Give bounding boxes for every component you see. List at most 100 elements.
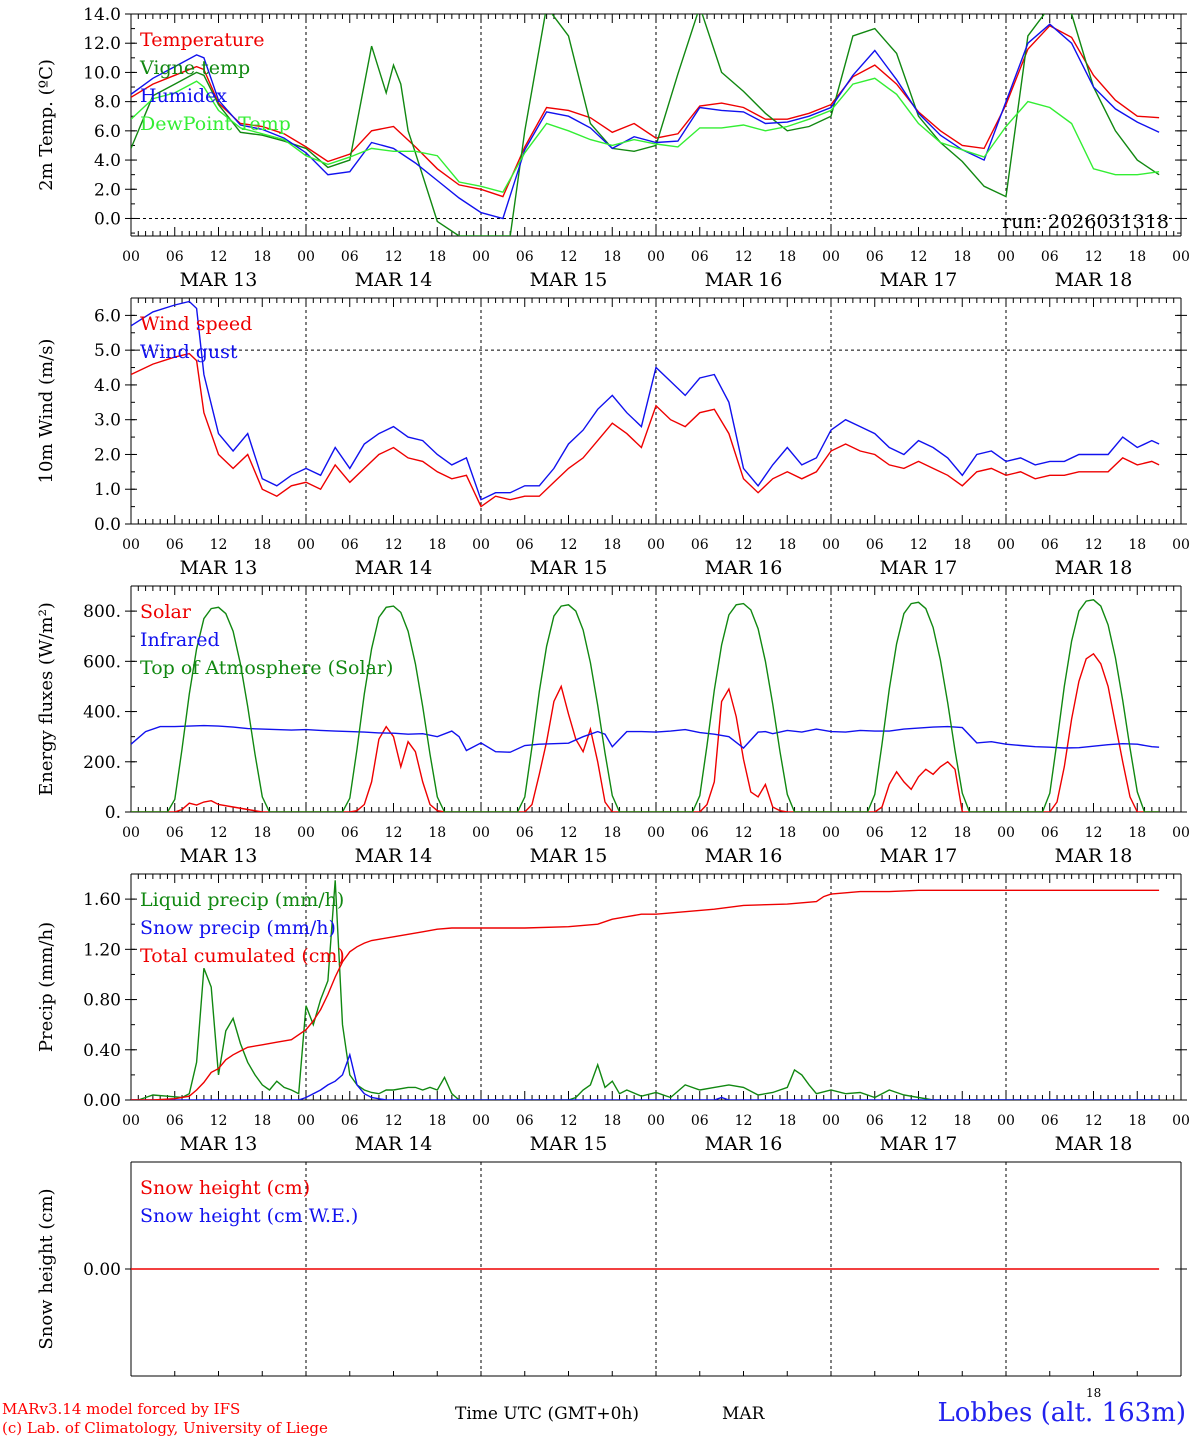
x-day-label: MAR 15 xyxy=(530,557,608,579)
series-line-temperature xyxy=(131,24,1160,198)
x-tick-label: 00 xyxy=(647,1389,665,1390)
y-tick-label: 200. xyxy=(83,753,121,773)
run-annotation: run: 2026031318 xyxy=(1002,211,1169,233)
x-tick-label: 00 xyxy=(122,825,140,841)
y-tick-label: 12.0 xyxy=(83,34,121,54)
x-tick-label: 00 xyxy=(647,249,665,265)
x-tick-label: 12 xyxy=(910,537,928,553)
x-day-label: MAR 15 xyxy=(530,1133,608,1155)
panel-wind xyxy=(125,297,1187,525)
x-tick-label: 06 xyxy=(1041,249,1059,265)
series-line-top-of-atmosphere-solar- xyxy=(131,599,1160,812)
y-tick-label: 0.40 xyxy=(83,1041,121,1061)
x-tick-label: 18 xyxy=(778,825,796,841)
x-tick-label: 18 xyxy=(428,249,446,265)
x-tick-label: 18 xyxy=(953,249,971,265)
month-label: MAR xyxy=(722,1404,765,1424)
x-tick-label: 06 xyxy=(516,1113,534,1129)
x-tick-label: 12 xyxy=(385,1389,403,1390)
x-tick-label: 06 xyxy=(691,1113,709,1129)
x-tick-label: 06 xyxy=(516,537,534,553)
x-tick-label: 06 xyxy=(691,249,709,265)
x-tick-label: 18 xyxy=(603,1389,621,1390)
x-tick-label: 18 xyxy=(953,1113,971,1129)
x-tick-label: 12 xyxy=(210,249,228,265)
x-tick-label: 00 xyxy=(472,249,490,265)
legend-dewpoint-temp: DewPoint Temp xyxy=(140,113,291,135)
x-tick-label: 06 xyxy=(866,1389,884,1390)
x-tick-label: 00 xyxy=(997,537,1015,553)
panel-precip xyxy=(125,873,1187,1101)
legend-snow-precip-mm-h-: Snow precip (mm/h) xyxy=(140,917,336,939)
x-day-label: MAR 17 xyxy=(880,557,958,579)
x-tick-label: 12 xyxy=(560,1389,578,1390)
series-line-vigne-temp xyxy=(131,14,1160,236)
x-tick-label: 18 xyxy=(253,1113,271,1129)
y-tick-label: 5.0 xyxy=(94,341,121,361)
x-tick-label: 00 xyxy=(822,537,840,553)
x-tick-label: 00 xyxy=(122,1389,140,1390)
y-tick-label: 14.0 xyxy=(83,5,121,25)
x-tick-label: 00 xyxy=(297,249,315,265)
x-tick-label: 06 xyxy=(341,1389,359,1390)
y-tick-label: 1.60 xyxy=(83,890,121,910)
x-tick-label: 00 xyxy=(472,1113,490,1129)
x-day-label: MAR 16 xyxy=(705,557,783,579)
x-tick-label: 18 xyxy=(253,825,271,841)
x-tick-label: 06 xyxy=(341,249,359,265)
x-day-label: MAR 16 xyxy=(705,1133,783,1155)
x-tick-label: 12 xyxy=(385,249,403,265)
y-tick-label: 0.80 xyxy=(83,991,121,1011)
x-tick-label: 12 xyxy=(385,537,403,553)
x-tick-label: 06 xyxy=(866,825,884,841)
x-tick-label: 18 xyxy=(253,249,271,265)
y-tick-label: 4.0 xyxy=(94,376,121,396)
y-tick-label: 4.0 xyxy=(94,151,121,171)
x-tick-label: 18 xyxy=(428,825,446,841)
x-tick-label: 12 xyxy=(560,825,578,841)
x-tick-label: 18 xyxy=(1128,249,1146,265)
x-tick-label: 00 xyxy=(297,1389,315,1390)
x-tick-label: 18 xyxy=(428,1389,446,1390)
x-tick-label: 12 xyxy=(1085,1389,1103,1390)
x-day-label: MAR 17 xyxy=(880,1133,958,1155)
y-tick-label: 3.0 xyxy=(94,411,121,431)
x-tick-label: 00 xyxy=(122,1113,140,1129)
series-line-dewpoint-temp xyxy=(131,77,1160,194)
y-axis-label: Precip (mm/h) xyxy=(36,922,57,1052)
x-tick-label: 06 xyxy=(166,1113,184,1129)
x-tick-label: 12 xyxy=(735,537,753,553)
y-tick-label: 0. xyxy=(105,803,121,823)
legend-snow-height-cm-: Snow height (cm) xyxy=(140,1177,310,1199)
legend-liquid-precip-mm-h-: Liquid precip (mm/h) xyxy=(140,889,344,911)
x-day-label: MAR 13 xyxy=(180,557,258,579)
x-tick-label: 18 xyxy=(603,825,621,841)
x-tick-label: 06 xyxy=(1041,1113,1059,1129)
panel-energy xyxy=(125,585,1187,813)
x-tick-label: 00 xyxy=(1172,1389,1190,1390)
x-tick-label: 12 xyxy=(560,1113,578,1129)
series-line-liquid-precip-mm-h- xyxy=(131,880,1160,1100)
x-tick-label: 06 xyxy=(1041,825,1059,841)
x-day-label: MAR 17 xyxy=(880,269,958,291)
x-tick-label: 18 xyxy=(1128,537,1146,553)
x-tick-label: 06 xyxy=(166,825,184,841)
x-tick-label: 00 xyxy=(822,1113,840,1129)
station-title: Lobbes (alt. 163m) xyxy=(937,1398,1186,1428)
x-tick-label: 06 xyxy=(866,537,884,553)
x-tick-label: 18 xyxy=(253,1389,271,1390)
x-tick-label: 12 xyxy=(210,825,228,841)
x-day-label: MAR 13 xyxy=(180,269,258,291)
x-tick-label: 00 xyxy=(1172,825,1190,841)
legend-humidex: Humidex xyxy=(140,85,227,107)
x-tick-label: 12 xyxy=(210,537,228,553)
y-tick-label: 400. xyxy=(83,703,121,723)
x-tick-label: 00 xyxy=(997,825,1015,841)
x-tick-label: 18 xyxy=(1128,825,1146,841)
legend-solar: Solar xyxy=(140,601,192,623)
x-tick-label: 12 xyxy=(910,1113,928,1129)
series-line-wind-speed xyxy=(131,352,1160,508)
series-line-snow-precip-mm-h- xyxy=(131,1052,1160,1100)
series-line-total-cumulated-cm- xyxy=(131,889,1160,1100)
legend-total-cumulated-cm-: Total cumulated (cm) xyxy=(140,945,345,967)
